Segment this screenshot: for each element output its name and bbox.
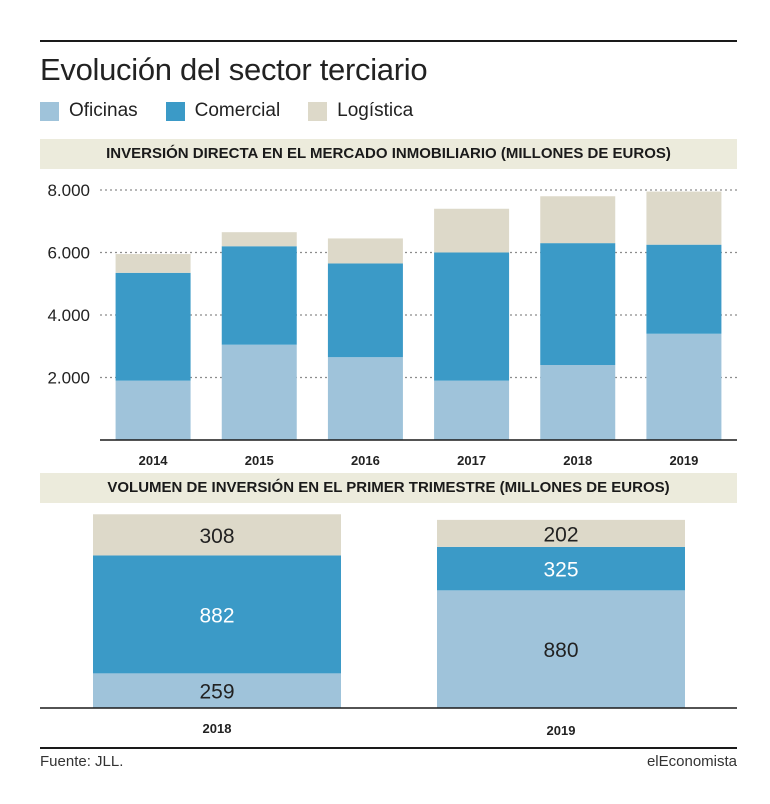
bar-comercial-2014: [115, 272, 191, 381]
legend-label-logistica: Logística: [337, 100, 414, 121]
legend-label-comercial: Comercial: [194, 100, 281, 121]
section-header-first-quarter: VOLUMEN DE INVERSIÓN EN EL PRIMER TRIMES…: [40, 473, 737, 503]
x-tick-label-2015: 2015: [245, 453, 274, 468]
legend-swatch-comercial: [165, 101, 185, 121]
bar-oficinas-2015: [221, 344, 297, 440]
bar-comercial-2015: [221, 246, 297, 345]
brand-logo-text: elEconomista: [646, 753, 737, 770]
legend-swatch-oficinas: [40, 101, 59, 121]
chart-title: Evolución del sector terciario: [40, 52, 428, 87]
block-label-comercial-2018: 882: [199, 604, 234, 627]
x-tick-label-2018: 2018: [203, 721, 232, 736]
block-logística-2019: [437, 519, 685, 547]
legend-swatch-logistica: [308, 101, 328, 121]
y-tick-label: 6.000: [47, 244, 90, 263]
footer-rule: [40, 747, 737, 749]
x-tick-label-2019: 2019: [547, 723, 576, 738]
y-tick-label: 4.000: [47, 306, 90, 325]
y-tick-label: 2.000: [47, 369, 90, 388]
section-header-direct-investment: INVERSIÓN DIRECTA EN EL MERCADO INMOBILI…: [40, 139, 737, 169]
bar-logística-2014: [115, 254, 191, 273]
block-label-oficinas-2019: 880: [543, 639, 578, 662]
block-label-comercial-2019: 325: [543, 559, 578, 582]
x-tick-label-2019: 2019: [669, 453, 698, 468]
block-oficinas-2019: [437, 590, 685, 708]
legend: Oficinas Comercial Logística: [40, 100, 441, 122]
x-tick-label-2014: 2014: [139, 453, 169, 468]
block-label-oficinas-2018: 259: [199, 681, 234, 704]
bar-comercial-2017: [434, 252, 510, 381]
bar-logística-2016: [327, 238, 403, 264]
block-logística-2018: [93, 514, 341, 556]
bar-comercial-2016: [327, 263, 403, 358]
legend-item-comercial: Comercial: [165, 100, 281, 122]
bar-logística-2015: [221, 232, 297, 247]
block-oficinas-2018: [93, 673, 341, 708]
bar-oficinas-2017: [434, 380, 510, 440]
block-label-logística-2018: 308: [199, 525, 234, 548]
legend-label-oficinas: Oficinas: [69, 100, 138, 121]
block-comercial-2019: [437, 546, 685, 591]
bar-logística-2017: [434, 208, 510, 253]
bar-comercial-2018: [540, 243, 616, 365]
block-comercial-2018: [93, 555, 341, 674]
x-tick-label-2017: 2017: [457, 453, 486, 468]
legend-item-logistica: Logística: [308, 100, 413, 122]
bar-comercial-2019: [646, 244, 722, 334]
bar-logística-2019: [646, 191, 722, 245]
legend-item-oficinas: Oficinas: [40, 100, 138, 122]
y-tick-label: 8.000: [47, 181, 90, 200]
bar-oficinas-2014: [115, 380, 191, 440]
top-rule: [40, 40, 737, 42]
x-tick-label-2018: 2018: [563, 453, 592, 468]
bar-oficinas-2018: [540, 365, 616, 440]
block-label-logística-2019: 202: [543, 523, 578, 546]
bar-logística-2018: [540, 196, 616, 244]
bar-oficinas-2016: [327, 357, 403, 440]
source-note: Fuente: JLL.: [40, 753, 124, 770]
bar-oficinas-2019: [646, 333, 722, 440]
x-tick-label-2016: 2016: [351, 453, 380, 468]
